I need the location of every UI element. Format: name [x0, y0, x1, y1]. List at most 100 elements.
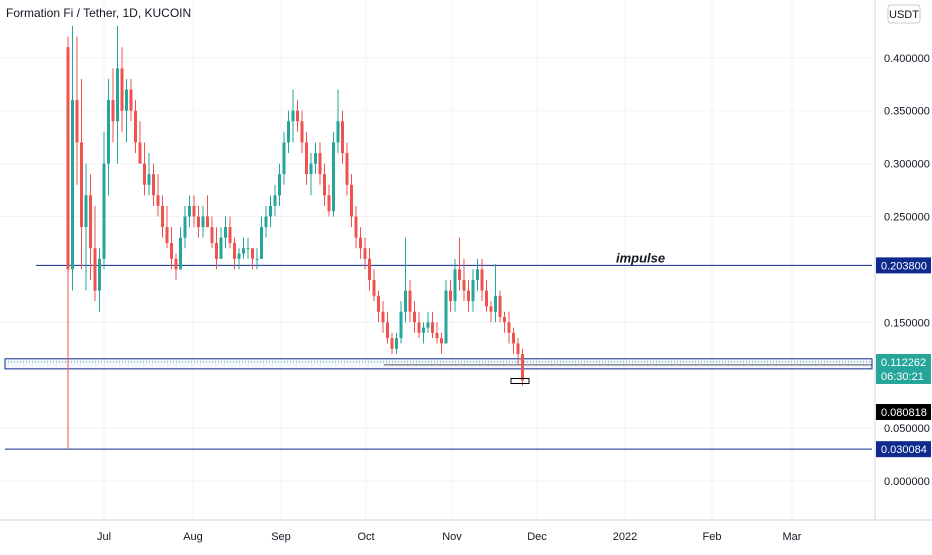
candle-body	[66, 47, 70, 270]
candle-body	[359, 237, 362, 249]
x-tick-label: Nov	[442, 531, 462, 543]
candle-body	[516, 343, 520, 355]
candle-body	[224, 227, 227, 238]
candle-body	[408, 290, 412, 312]
candle-body	[206, 216, 209, 228]
candle-body	[467, 290, 470, 302]
candle-body	[210, 227, 214, 243]
y-tick-label: 0.300000	[884, 159, 930, 171]
candle-body	[98, 258, 101, 291]
x-tick-label: Mar	[783, 531, 802, 543]
x-tick-label: Sep	[271, 531, 291, 543]
candle-body	[453, 269, 457, 302]
candle-body	[75, 100, 79, 143]
candle-body	[138, 142, 142, 164]
current-price-badge-bg	[876, 353, 931, 384]
candle-body	[395, 338, 398, 349]
chart-title: Formation Fi / Tether, 1D, KUCOIN	[6, 6, 191, 20]
candle-body	[462, 279, 466, 291]
candle-body	[440, 338, 443, 344]
candle-body	[345, 153, 349, 185]
candle-body	[332, 142, 335, 212]
black-price-badge-bg	[876, 404, 931, 420]
candle-body	[512, 332, 515, 344]
currency-label: USDT	[889, 9, 919, 21]
candle-body	[269, 205, 272, 217]
candle-body	[93, 248, 97, 291]
candle-body	[435, 332, 439, 339]
candle-body	[228, 227, 232, 243]
candle-body	[503, 317, 506, 323]
candle-body	[476, 269, 479, 280]
candle-body	[188, 205, 191, 217]
candle-body	[174, 258, 178, 270]
candle-body	[116, 68, 119, 122]
currency-button-frame	[887, 4, 921, 24]
candle-body	[246, 248, 250, 250]
candle-body	[102, 163, 106, 259]
black-price-badge-text: 0.080818	[881, 407, 927, 419]
candle-body	[165, 227, 169, 243]
candle-body	[134, 110, 137, 143]
candle-body	[80, 142, 83, 228]
candle-body	[444, 290, 448, 344]
candle-body	[327, 195, 331, 212]
candle-body	[507, 322, 511, 333]
candle-body	[314, 153, 317, 164]
last-candle-marker	[510, 377, 530, 384]
candle-body	[305, 142, 308, 175]
candle-body	[404, 290, 407, 312]
candle-body	[170, 242, 173, 259]
candle-body	[143, 163, 146, 185]
candle-body	[449, 290, 452, 302]
candle-body	[71, 100, 74, 270]
candle-body	[179, 237, 182, 270]
candle-body	[125, 89, 128, 111]
y-tick-label: 0.000000	[884, 476, 930, 488]
candle-body	[273, 195, 277, 206]
x-tick-label: Jul	[97, 531, 111, 543]
candle-body	[381, 311, 385, 323]
currency-button[interactable]: USDT	[887, 4, 921, 24]
candle-body	[84, 195, 88, 228]
candle-body	[129, 89, 133, 111]
candle-body	[485, 290, 488, 307]
candle-body	[300, 121, 304, 143]
countdown-text: 06:30:21	[881, 371, 924, 383]
candle-body	[215, 242, 218, 259]
candle-body	[287, 121, 290, 143]
candle-body	[489, 306, 493, 312]
x-tick-label: Oct	[357, 531, 374, 543]
candle-body	[233, 242, 236, 259]
x-tick-label: Dec	[527, 531, 547, 543]
candle-body	[197, 216, 200, 228]
candle-body	[458, 269, 461, 280]
candle-body	[372, 279, 376, 296]
horizontal-levels[interactable]: impulse0.2038000.0300840.1097780.1122620…	[4, 250, 931, 458]
y-tick-label: 0.150000	[884, 317, 930, 329]
candle-body	[341, 121, 344, 154]
candle-body	[498, 295, 502, 318]
candle-body	[318, 153, 322, 175]
candle-body	[368, 258, 371, 280]
candle-body	[282, 142, 286, 175]
candle-body	[147, 174, 151, 185]
candle-body	[386, 322, 389, 339]
candle-body	[431, 322, 434, 333]
candle-body	[350, 184, 353, 217]
candle-body	[336, 121, 340, 143]
candle-body	[251, 248, 254, 259]
candle-body	[363, 248, 367, 259]
candles	[66, 26, 530, 450]
candle-body	[255, 258, 259, 260]
candle-body	[107, 100, 110, 164]
impulse-annotation: impulse	[616, 250, 665, 265]
candle-body	[242, 248, 245, 254]
candle-body	[413, 311, 416, 323]
candle-body	[120, 68, 124, 111]
candle-body	[390, 338, 394, 349]
candle-body	[309, 163, 313, 175]
